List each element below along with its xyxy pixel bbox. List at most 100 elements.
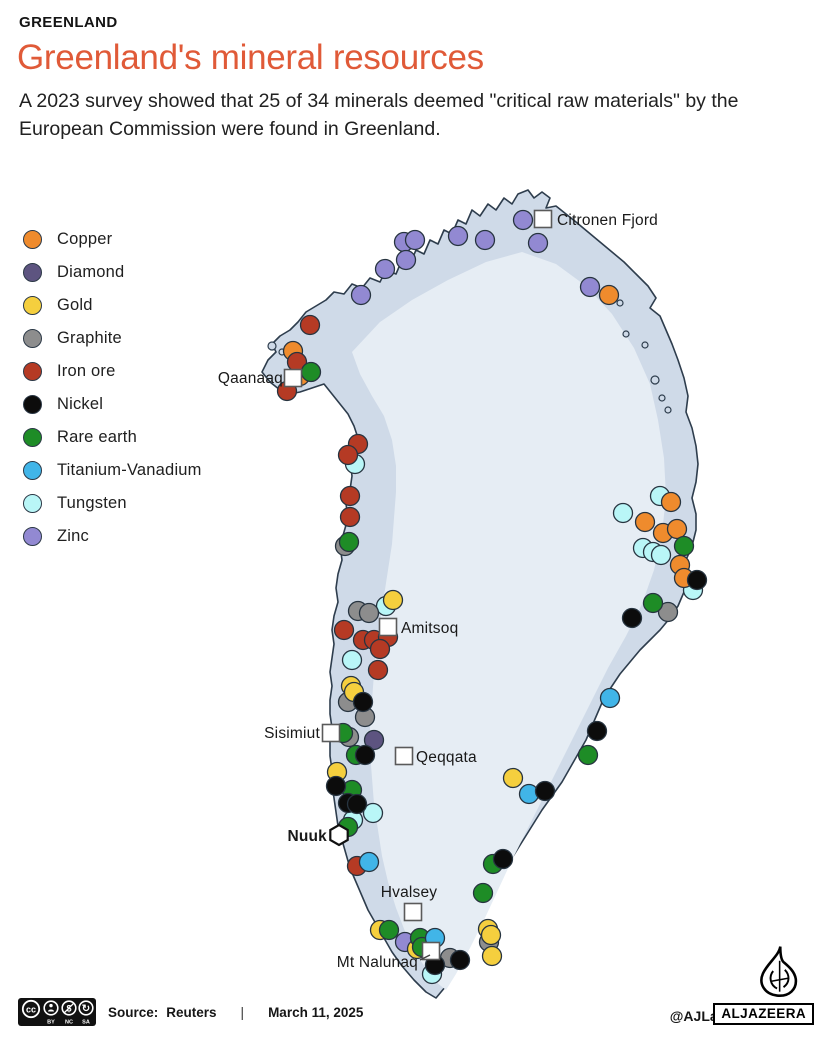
marker-hexagon-nuuk (329, 823, 349, 847)
svg-text:cc: cc (26, 1005, 36, 1015)
cc-by-icon (43, 1000, 59, 1016)
legend-label: Gold (57, 296, 93, 314)
source-separator: | (240, 1004, 245, 1020)
legend-item-titanium: Titanium-Vanadium (23, 460, 202, 481)
legend-label: Titanium-Vanadium (57, 461, 202, 479)
deposit-dot-rare_earth (673, 535, 695, 557)
deposit-dot-nickel (534, 780, 556, 802)
deposit-dot-gold (481, 945, 503, 967)
deposit-dot-rare_earth (338, 531, 360, 553)
islet (616, 299, 624, 307)
mt-nalunaq-connector (419, 954, 431, 961)
legend-item-graphite: Graphite (23, 328, 202, 349)
deposit-dot-rare_earth (577, 744, 599, 766)
source-line: Source: Reuters | March 11, 2025 (108, 1005, 363, 1020)
deposit-dot-copper (598, 284, 620, 306)
legend-item-diamond: Diamond (23, 262, 202, 283)
marker-square-amitsoq (378, 617, 398, 637)
source-date: March 11, 2025 (268, 1004, 364, 1020)
deposit-dot-iron (333, 619, 355, 641)
legend-item-zinc: Zinc (23, 526, 202, 547)
legend-item-iron: Iron ore (23, 361, 202, 382)
deposit-dot-nickel (354, 744, 376, 766)
legend-label: Tungsten (57, 494, 127, 512)
deposit-dot-rare_earth (300, 361, 322, 383)
deposit-dot-copper (660, 491, 682, 513)
legend-label: Rare earth (57, 428, 137, 446)
place-label-sisimiut: Sisimiut (264, 725, 320, 742)
islet (622, 330, 630, 338)
deposit-dot-zinc (395, 249, 417, 271)
page-title: Greenland's mineral resources (17, 38, 484, 77)
mineral-deposits-layer (276, 209, 708, 985)
deposit-dot-titanium (599, 687, 621, 709)
legend-label: Copper (57, 230, 113, 248)
deposit-dot-zinc (512, 209, 534, 231)
source-label: Source: (108, 1004, 159, 1020)
deposit-dot-rare_earth (472, 882, 494, 904)
deposit-dot-nickel (325, 775, 347, 797)
coastal-islets (267, 299, 672, 414)
islet (641, 341, 649, 349)
islet (650, 375, 660, 385)
deposit-dot-nickel (686, 569, 708, 591)
marker-square-qaanaaq (283, 368, 303, 388)
svg-text:BY: BY (47, 1020, 55, 1026)
tungsten-swatch-icon (23, 494, 42, 513)
deposit-dot-nickel (492, 848, 514, 870)
deposit-dot-nickel (346, 793, 368, 815)
deposit-dot-zinc (404, 229, 426, 251)
place-label-amitsoq: Amitsoq (401, 620, 458, 637)
deposit-dot-gold (382, 589, 404, 611)
deposit-dot-nickel (352, 691, 374, 713)
deposit-dot-zinc (527, 232, 549, 254)
nickel-swatch-icon (23, 395, 42, 414)
deposit-dot-iron (337, 444, 359, 466)
deposit-dot-nickel (449, 949, 471, 971)
deposit-dot-rare_earth (378, 919, 400, 941)
deposit-dot-iron (299, 314, 321, 336)
legend-label: Iron ore (57, 362, 116, 380)
deposit-dot-iron (367, 659, 389, 681)
graphite-swatch-icon (23, 329, 42, 348)
marker-square-hvalsey (403, 902, 423, 922)
copper-swatch-icon (23, 230, 42, 249)
page-subtitle: A 2023 survey showed that 25 of 34 miner… (19, 90, 739, 140)
legend-item-copper: Copper (23, 229, 202, 250)
legend-item-gold: Gold (23, 295, 202, 316)
deposit-dot-copper (666, 518, 688, 540)
diamond-swatch-icon (23, 263, 42, 282)
place-label-qaanaaq: Qaanaaq (218, 370, 283, 387)
deposit-dot-zinc (447, 225, 469, 247)
titanium-swatch-icon (23, 461, 42, 480)
section-eyebrow: GREENLAND (19, 14, 118, 31)
place-label-qeqqata: Qeqqata (416, 749, 477, 766)
islet (664, 406, 672, 414)
legend: Copper Diamond Gold Graphite Iron ore Nickel R… (23, 229, 202, 559)
deposit-dot-zinc (350, 284, 372, 306)
place-labels-layer: Citronen Fjord Qaanaaq Amitsoq Sisimiut Qeqq… (218, 212, 658, 971)
place-label-citronen-fjord: Citronen Fjord (557, 212, 658, 229)
marker-square-qeqqata (394, 746, 414, 766)
legend-label: Diamond (57, 263, 125, 281)
iron-swatch-icon (23, 362, 42, 381)
zinc-swatch-icon (23, 527, 42, 546)
legend-item-rare_earth: Rare earth (23, 427, 202, 448)
deposit-dot-rare_earth (642, 592, 664, 614)
place-label-nuuk: Nuuk (287, 828, 327, 845)
deposit-dot-tungsten (362, 802, 384, 824)
svg-text:SA: SA (82, 1020, 90, 1026)
deposit-dot-nickel (621, 607, 643, 629)
deposit-dot-copper (634, 511, 656, 533)
deposit-dot-zinc (579, 276, 601, 298)
deposit-dot-zinc (474, 229, 496, 251)
legend-item-tungsten: Tungsten (23, 493, 202, 514)
place-label-hvalsey: Hvalsey (381, 884, 438, 901)
aljazeera-flame-logo-icon (760, 946, 798, 997)
marker-square-sisimiut (321, 723, 341, 743)
deposit-dot-tungsten (612, 502, 634, 524)
deposit-dot-iron (339, 506, 361, 528)
islet (267, 341, 277, 351)
